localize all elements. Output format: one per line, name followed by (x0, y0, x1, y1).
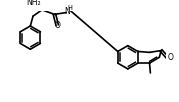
Text: NH₂: NH₂ (27, 0, 41, 7)
Text: O: O (55, 21, 61, 30)
Text: O: O (168, 53, 174, 62)
Text: H: H (67, 5, 72, 11)
Text: N: N (64, 7, 70, 16)
Polygon shape (33, 2, 42, 10)
